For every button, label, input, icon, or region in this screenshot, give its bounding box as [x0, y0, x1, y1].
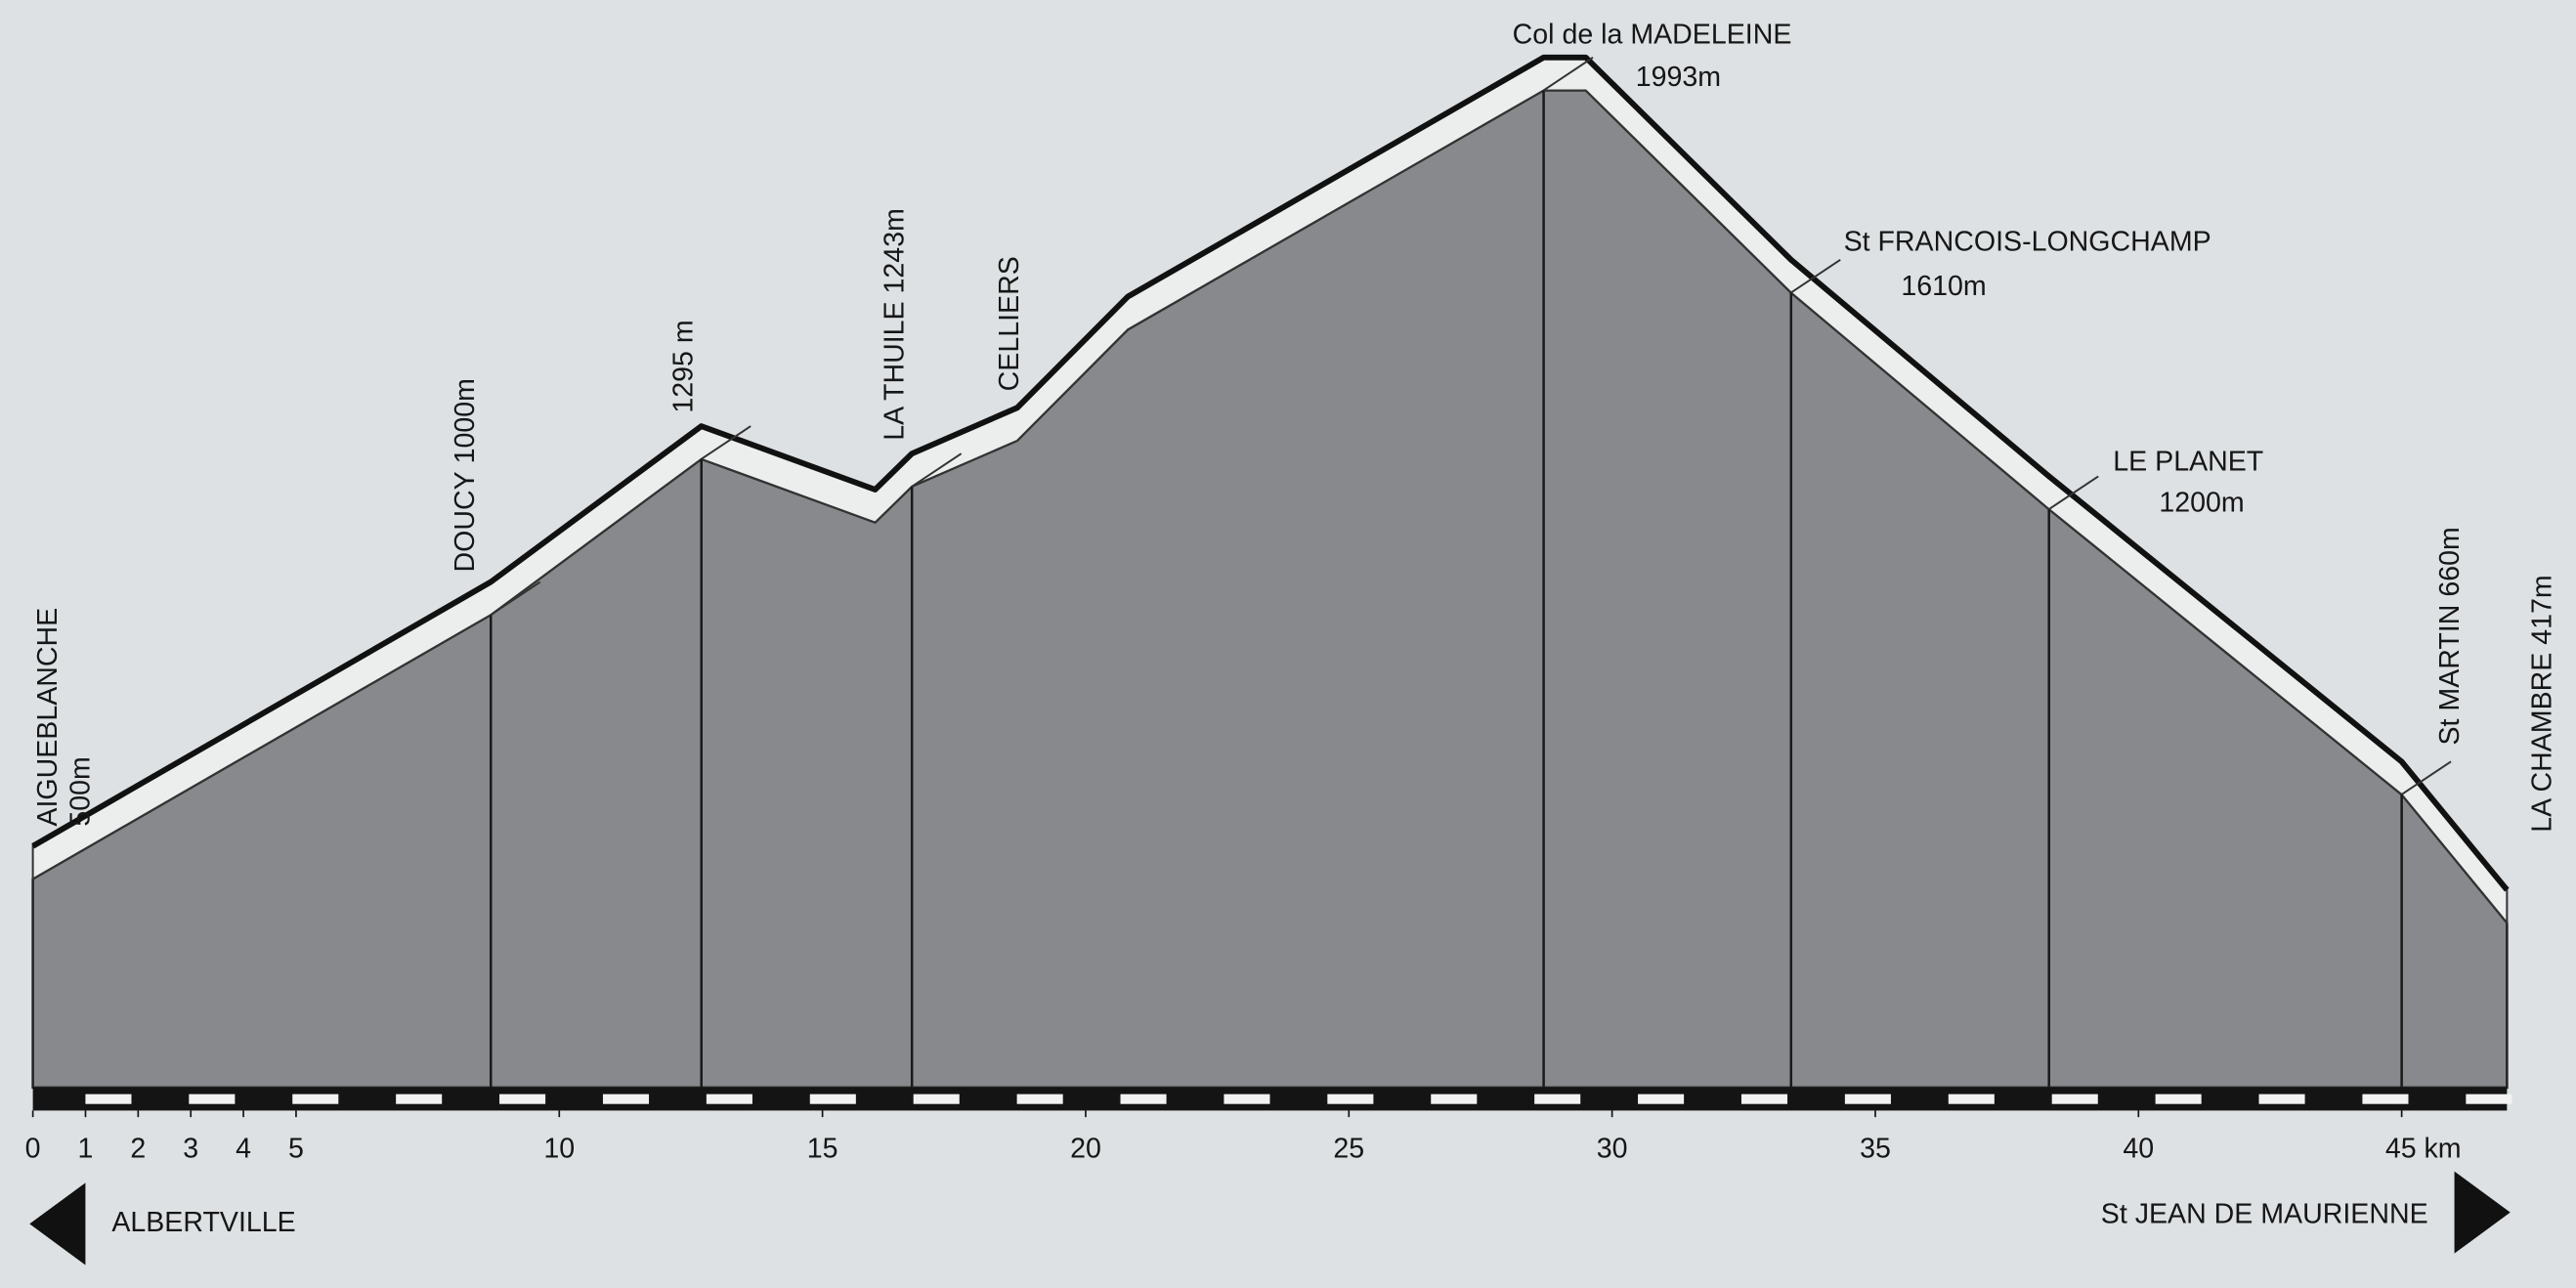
band-tick: [701, 425, 751, 460]
station-label: LA THUILE 1243m: [879, 208, 910, 441]
band-tick: [911, 452, 963, 488]
direction-left: ALBERTVILLE: [111, 1207, 295, 1238]
x-tick-label: 4: [236, 1133, 251, 1164]
elevation-label: 660m: [2434, 527, 2466, 596]
x-tick-label: 45 km: [2385, 1133, 2462, 1164]
place-name: St MARTIN: [2434, 605, 2466, 746]
elevation-label: 1200m: [2159, 488, 2244, 519]
axis-dash: [1740, 1094, 1788, 1104]
right-arrow: [2454, 1171, 2511, 1254]
place-name: AIGUEBLANCHE: [32, 608, 64, 827]
elevation-label: 1243m: [879, 208, 910, 293]
place-name: St FRANCOIS-LONGCHAMP: [1844, 227, 2211, 258]
axis-dash: [2258, 1094, 2305, 1104]
axis-dash: [1431, 1094, 1478, 1104]
band-tick: [1790, 259, 1841, 294]
x-tick-label: 30: [1597, 1133, 1628, 1164]
axis-dash: [706, 1094, 752, 1104]
elevation-label: 1295 m: [667, 320, 699, 412]
x-tick-label: 3: [183, 1133, 198, 1164]
place-name: DOUCY: [450, 471, 481, 572]
band-tick: [2048, 475, 2099, 510]
axis-dash: [2155, 1094, 2202, 1104]
axis-dash: [2362, 1094, 2409, 1104]
x-tick-label: 5: [288, 1133, 304, 1164]
x-tick-label: 25: [1333, 1133, 1364, 1164]
x-tick-label: 15: [807, 1133, 838, 1164]
x-tick-label: 1: [78, 1133, 94, 1164]
axis-dash: [1534, 1094, 1581, 1104]
axis-dash: [602, 1094, 650, 1104]
place-name: LA THUILE: [879, 301, 910, 440]
band-tick: [490, 580, 541, 616]
band-tick: [2401, 760, 2452, 795]
axis-dash: [499, 1094, 546, 1104]
place-name: LE PLANET: [2113, 447, 2263, 478]
x-tick-label: 40: [2123, 1133, 2154, 1164]
axis-dash: [1844, 1094, 1891, 1104]
x-tick-label: 10: [543, 1133, 575, 1164]
place-name: LA CHAMBRE: [2526, 653, 2557, 833]
axis-dash: [292, 1094, 339, 1104]
axis-dash: [913, 1094, 960, 1104]
elevation-label: 500m: [65, 756, 97, 826]
place-name: CELLIERS: [994, 256, 1025, 391]
station-label: St MARTIN 660m: [2434, 527, 2466, 745]
station-label: LA CHAMBRE 417m: [2526, 575, 2557, 833]
axis-dash: [1224, 1094, 1270, 1104]
elevation-label: 1610m: [1901, 271, 1986, 302]
station-label: DOUCY 1000m: [450, 378, 481, 572]
x-tick-label: 0: [25, 1133, 41, 1164]
elevation-label: 1993m: [1636, 62, 1721, 93]
band-tick: [1543, 56, 1594, 92]
x-tick-label: 2: [130, 1133, 146, 1164]
axis-dash: [1327, 1094, 1374, 1104]
axis-dash: [189, 1094, 236, 1104]
profile-line: [31, 54, 2510, 892]
axis-dash: [1638, 1094, 1685, 1104]
left-arrow: [29, 1182, 86, 1266]
x-tick-label: 20: [1070, 1133, 1101, 1164]
profile: ALBERTVILLE St JEAN DE MAURIENNE AIGUEBL…: [25, 20, 2557, 1266]
place-name: Col de la MADELEINE: [1513, 20, 1792, 51]
axis-dash: [2466, 1094, 2512, 1104]
x-tick-label: 35: [1860, 1133, 1891, 1164]
axis-dash: [1948, 1094, 1995, 1104]
axis-dash: [1120, 1094, 1167, 1104]
axis-dash: [2051, 1094, 2098, 1104]
axis-dash: [1016, 1094, 1063, 1104]
direction-right: St JEAN DE MAURIENNE: [2101, 1199, 2428, 1230]
elevation-label: 1000m: [450, 378, 481, 463]
axis-dash: [809, 1094, 856, 1104]
elevation-label: 417m: [2526, 575, 2557, 644]
axis-dash: [85, 1094, 132, 1104]
axis-dash: [396, 1094, 443, 1104]
